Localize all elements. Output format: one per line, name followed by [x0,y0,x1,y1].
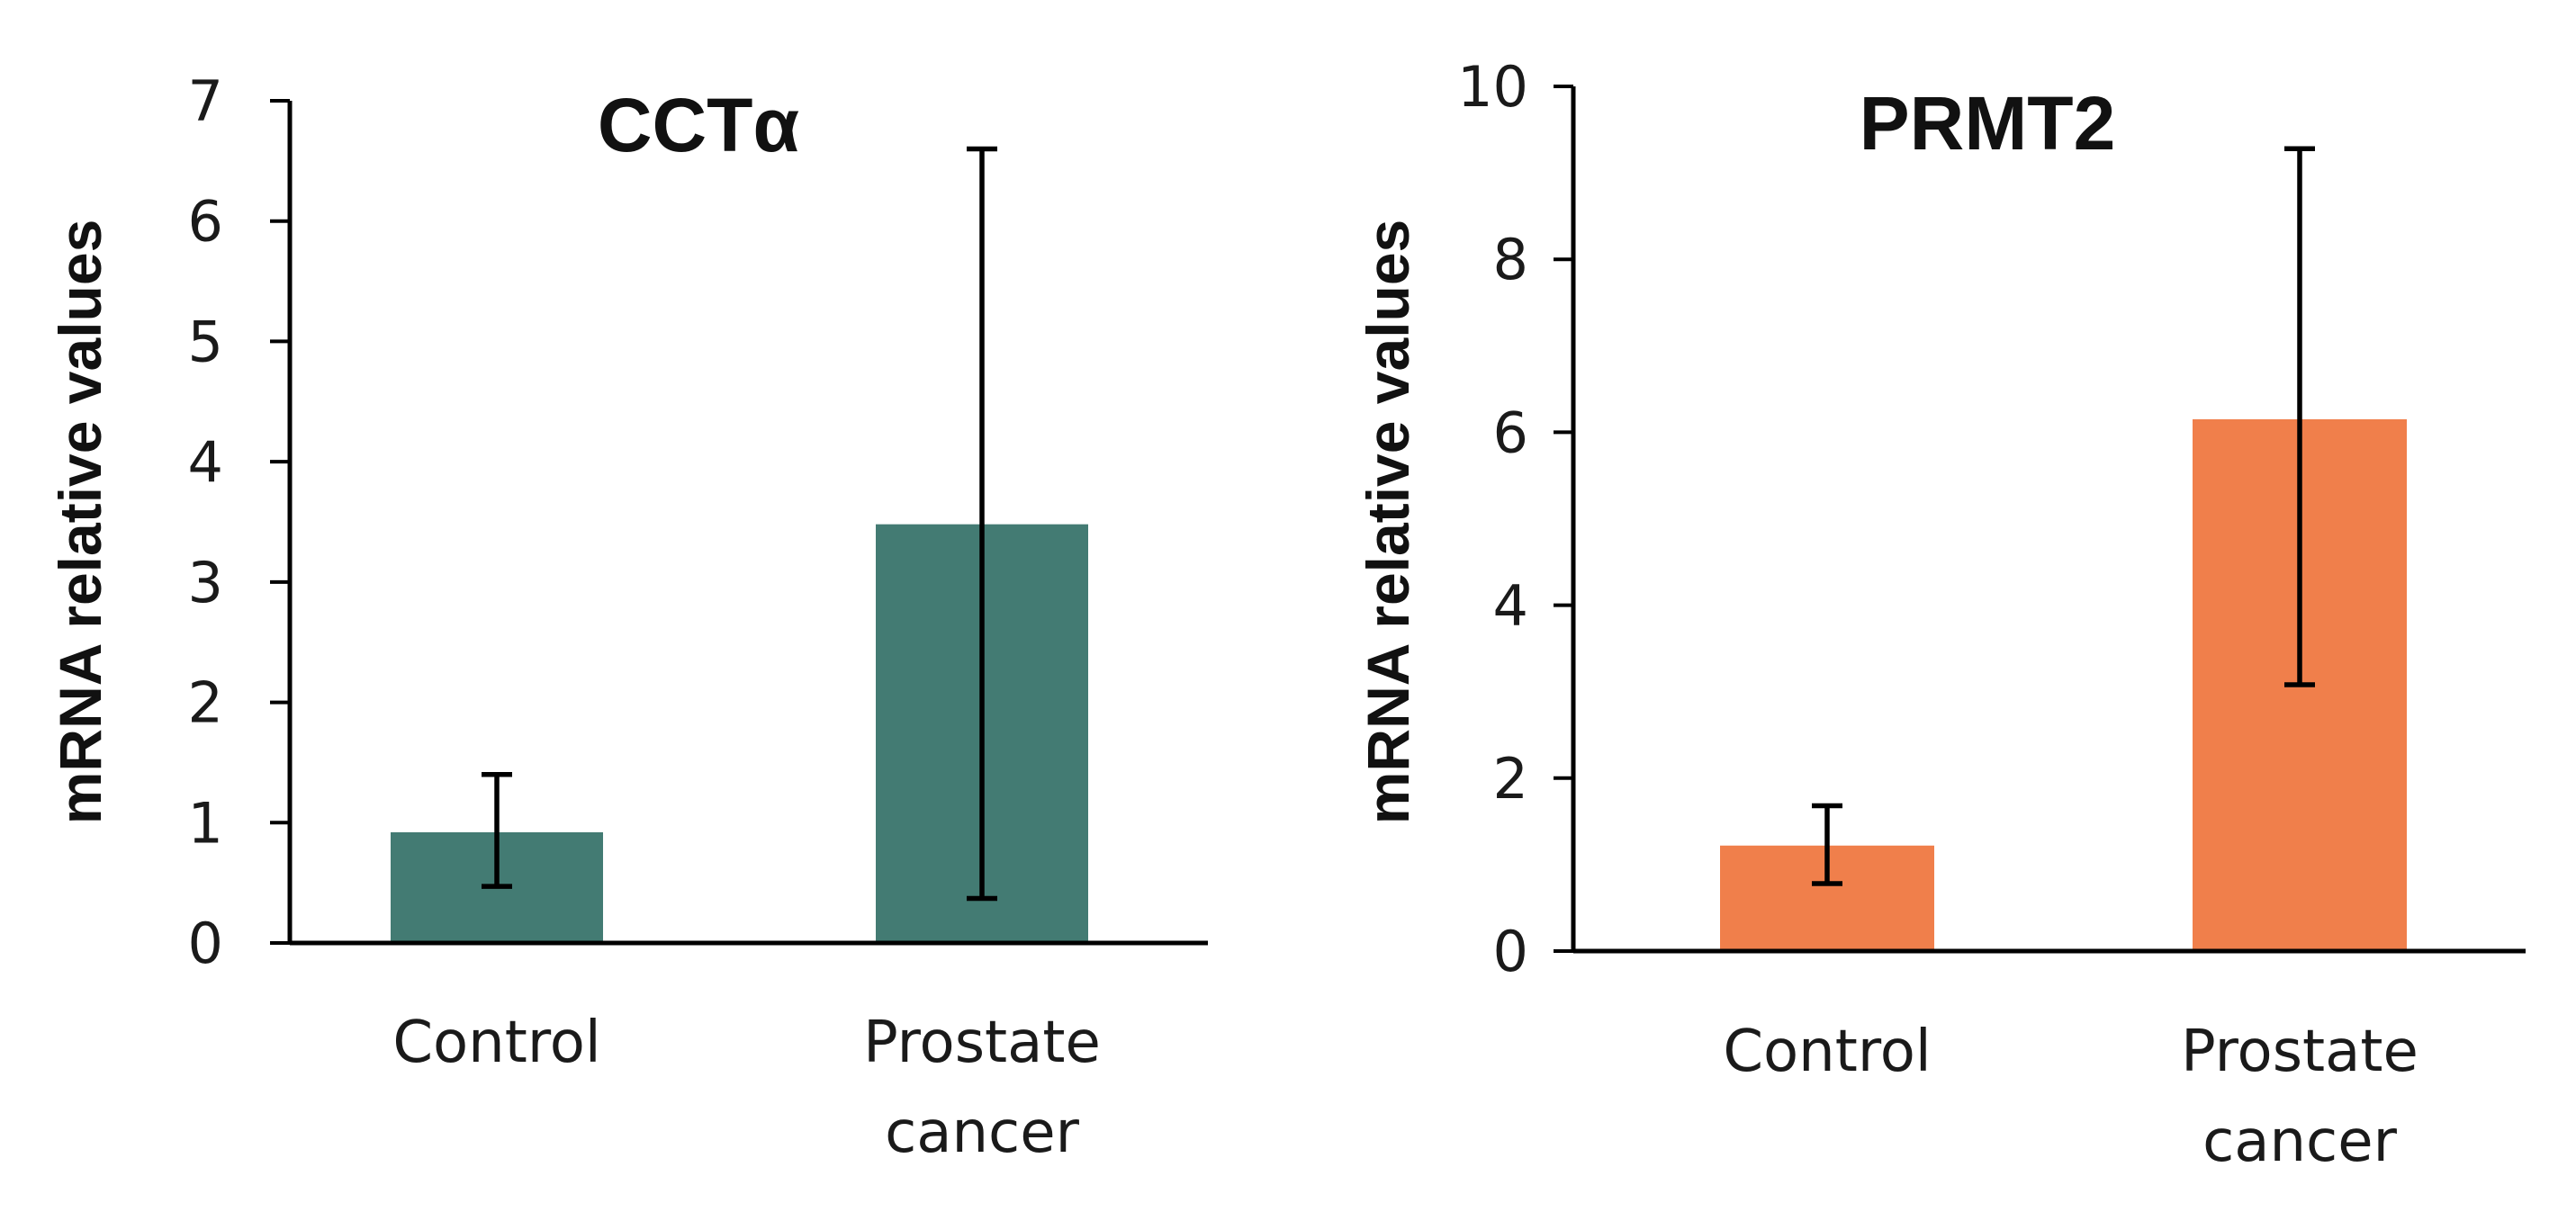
chart-panel-2: PRMT2 mRNA relative values 0 2 4 6 8 10 Control P… [1355,54,2526,1175]
y-tick-label: 6 [1493,400,1528,465]
y-tick-label: 2 [188,670,223,736]
y-axis-label: mRNA relative values [1355,220,1421,825]
x-category-label-line: cancer [2202,1109,2398,1175]
y-tick-label: 5 [188,309,223,374]
x-category-label-line: Prostate [2181,1019,2418,1085]
x-category-label-line: Control [1723,1019,1931,1085]
x-category-label: Prostate cancer [863,1010,1101,1166]
y-tick-label: 8 [1493,227,1528,292]
chart-title: PRMT2 [1860,81,2116,166]
y-tick-label: 7 [188,68,223,134]
y-tick-label: 10 [1457,54,1528,120]
y-tick-label: 4 [188,429,223,495]
x-category-label-line: Control [392,1010,600,1076]
y-tick-label: 0 [1493,919,1528,984]
y-tick-label: 4 [1493,573,1528,639]
y-tick-label: 6 [188,189,223,255]
y-tick-label: 2 [1493,746,1528,812]
y-tick-label: 1 [188,790,223,856]
y-axis-label: mRNA relative values [47,220,113,825]
x-category-label-line: cancer [885,1100,1080,1166]
x-category-label-line: Prostate [863,1010,1101,1076]
x-category-label: Control [392,1010,600,1076]
chart-panel-1: CCTα mRNA relative values 0 1 2 3 4 5 6 7 Control P… [47,68,1208,1166]
y-tick-label: 0 [188,911,223,976]
x-category-label: Prostate cancer [2181,1019,2418,1175]
x-category-label: Control [1723,1019,1931,1085]
y-tick-label: 3 [188,550,223,615]
chart-title: CCTα [598,83,799,167]
